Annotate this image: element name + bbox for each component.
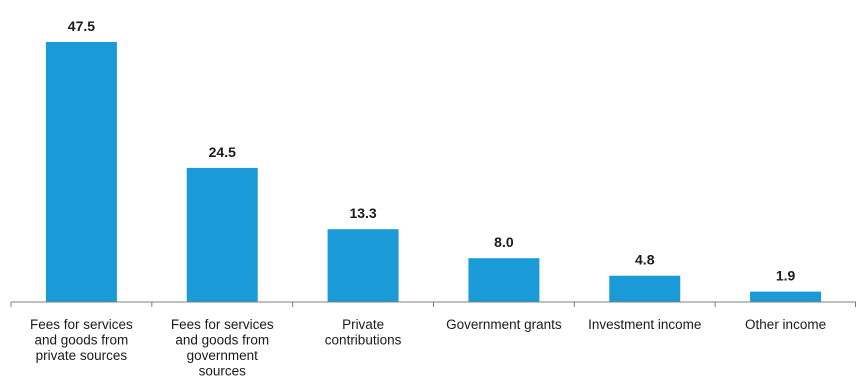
category-label-line: government	[187, 348, 259, 363]
category-label-line: Investment income	[588, 317, 701, 332]
bar-value-label: 13.3	[349, 205, 376, 221]
bar-value-label: 24.5	[209, 144, 236, 160]
category-label-line: Other income	[745, 317, 826, 332]
bars-group	[46, 42, 821, 302]
category-label-line: Fees for services	[171, 317, 274, 332]
bar-value-label: 1.9	[776, 268, 796, 284]
bar	[187, 168, 258, 302]
category-label-line: Private	[342, 317, 384, 332]
bar-value-label: 47.5	[68, 18, 95, 34]
category-labels-group: Fees for services and goods from private s…	[30, 317, 826, 379]
bar	[468, 258, 539, 302]
category-label-line: and goods from	[35, 333, 129, 348]
x-axis-ticks-group	[11, 302, 856, 307]
category-label-line: Fees for services	[30, 317, 133, 332]
category-label-line: sources	[199, 364, 247, 379]
category-label: Investment income	[588, 317, 701, 332]
category-label-line: Government grants	[446, 317, 562, 332]
bar-value-label: 8.0	[494, 234, 514, 250]
category-label: Private contributions	[325, 317, 402, 348]
value-labels-group: 47.5 24.5 13.3 8.0 4.8 1.9	[68, 18, 796, 284]
bar	[328, 229, 399, 302]
category-label-line: contributions	[325, 333, 402, 348]
bar	[609, 276, 680, 302]
category-label-line: and goods from	[175, 333, 269, 348]
bar-value-label: 4.8	[635, 252, 655, 268]
category-label: Other income	[745, 317, 826, 332]
category-label: Government grants	[446, 317, 562, 332]
bar	[750, 292, 821, 302]
category-label-line: private sources	[36, 348, 128, 363]
bar	[46, 42, 117, 302]
category-label: Fees for services and goods from governmen…	[171, 317, 274, 379]
category-label: Fees for services and goods from private s…	[30, 317, 133, 363]
